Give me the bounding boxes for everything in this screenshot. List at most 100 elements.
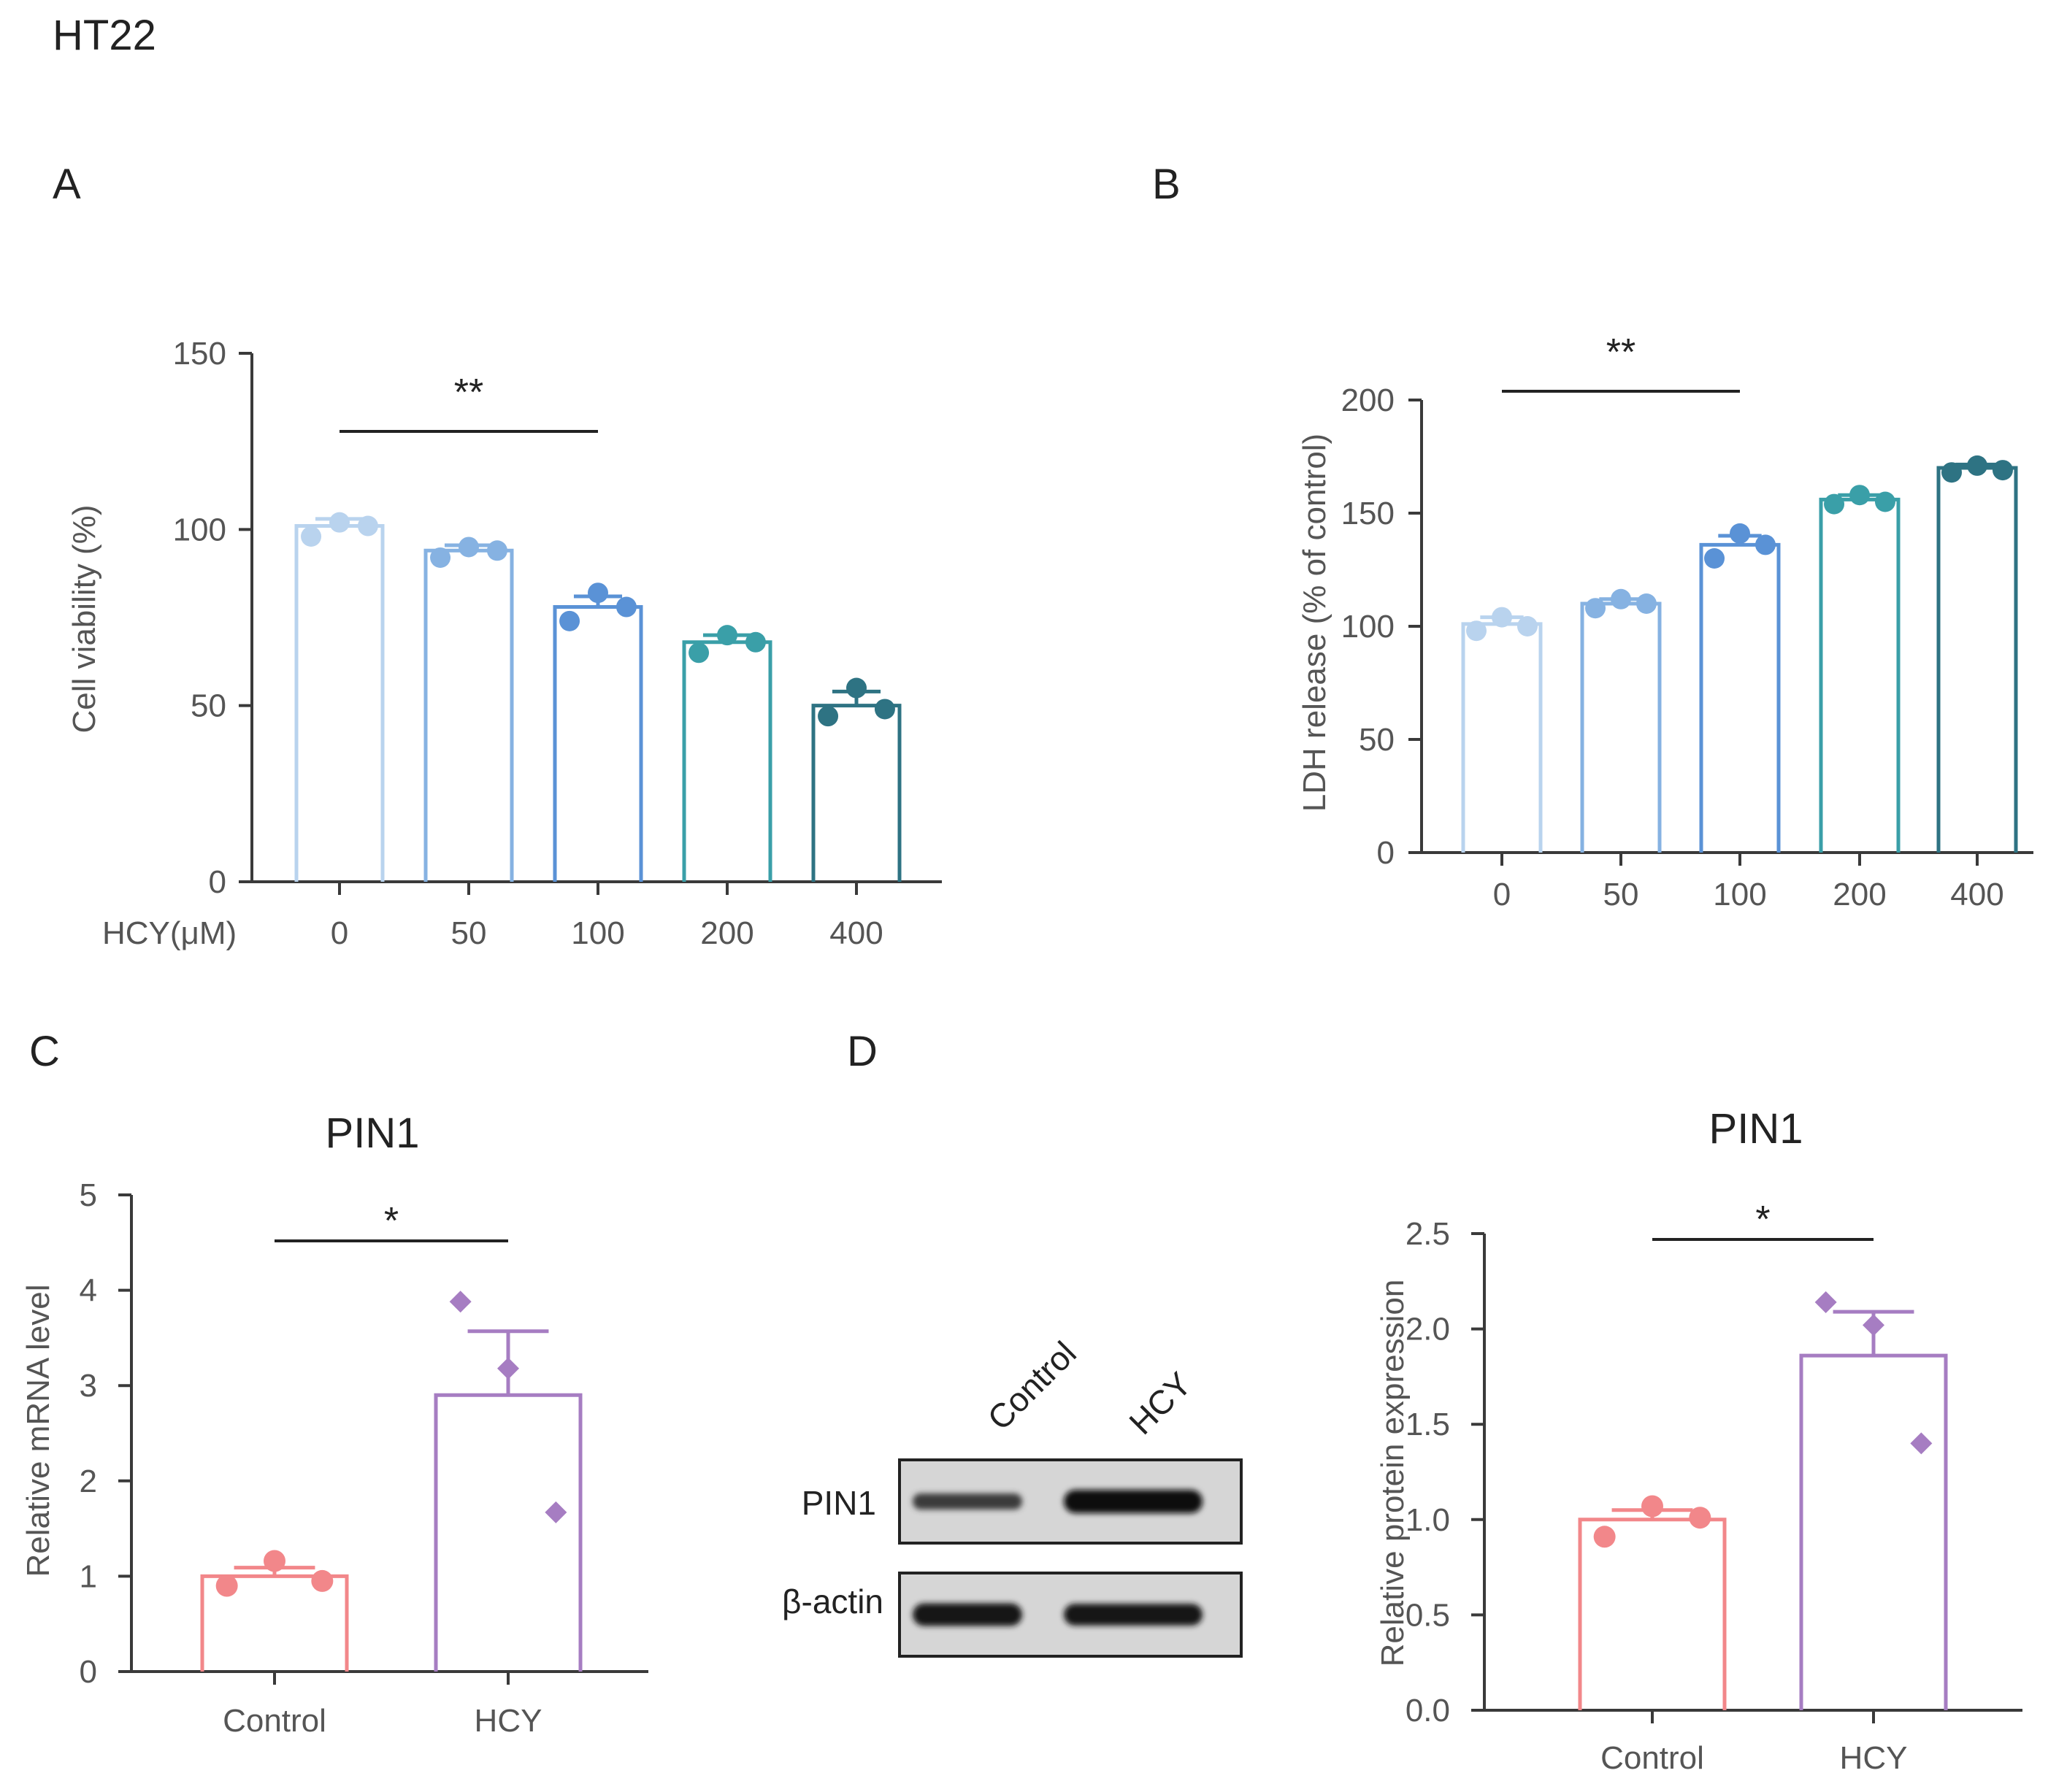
chart-a-point (874, 699, 895, 720)
chart-c-x-tick-label: HCY (475, 1703, 542, 1739)
chart-b-point (1824, 493, 1845, 515)
chart-d: 0.0 0.5 1.0 1.5 2.0 2.5 Control HCY * PIN1 Relat… (1375, 1105, 2022, 1776)
chart-c-y-axis-label: Relative mRNA level (20, 1284, 56, 1577)
chart-c-y-tick-label: 0 (80, 1654, 97, 1690)
chart-b-point (1992, 460, 2013, 481)
chart-b-bar-3 (1819, 497, 1901, 853)
chart-d-x-tick-label: Control (1600, 1740, 1704, 1776)
chart-c-y-tick-label: 4 (80, 1273, 97, 1309)
blot-band-actin-hcy (1064, 1604, 1203, 1626)
chart-d-y-tick-label: 2.0 (1406, 1312, 1450, 1347)
chart-b-point (1466, 620, 1487, 642)
blot-band-actin-control (913, 1603, 1022, 1626)
panel-c-letter: C (29, 1028, 60, 1075)
chart-b-y-tick-label: 0 (1377, 835, 1395, 871)
chart-b-point (1704, 548, 1725, 569)
chart-d-point (1689, 1507, 1711, 1529)
chart-d-significance-label: * (1755, 1199, 1770, 1241)
chart-c-y-tick-label: 5 (80, 1177, 97, 1213)
chart-d-y-tick-label: 0.5 (1406, 1597, 1450, 1633)
chart-a-point (459, 537, 479, 558)
chart-a-bar-3 (682, 640, 772, 882)
chart-a: 0 50 100 150 0 50 100 200 400 ** Cell viability (… (66, 336, 942, 951)
chart-c-point (264, 1550, 285, 1572)
chart-c-bar-1 (434, 1393, 583, 1672)
chart-b-point (1874, 491, 1895, 512)
chart-c-y-tick-label: 1 (80, 1558, 97, 1594)
chart-a-point (689, 642, 710, 664)
blot-lane-label-control: Control (980, 1334, 1084, 1437)
chart-b-point (1492, 607, 1512, 628)
chart-a-bar-4 (811, 704, 902, 882)
chart-d-bar-1 (1799, 1353, 1948, 1710)
chart-a-point (616, 596, 637, 618)
cell-line-title: HT22 (53, 12, 156, 59)
blot-lane-label-hcy: HCY (1121, 1365, 1198, 1442)
chart-a-marks: 0 50 100 150 0 50 100 200 400 ** (173, 336, 942, 951)
chart-a-point (486, 540, 507, 561)
chart-d-point (1863, 1314, 1884, 1337)
chart-b-x-tick-label: 400 (1950, 877, 2003, 912)
chart-a-bar-0 (294, 524, 385, 882)
chart-a-y-axis-label: Cell viability (%) (66, 505, 102, 734)
panel-a-letter: A (53, 161, 81, 208)
blot-row-label-actin: β-actin (782, 1583, 883, 1620)
chart-b-point (1516, 616, 1538, 637)
blot-row-label-pin1: PIN1 (802, 1484, 876, 1522)
chart-a-point (357, 515, 378, 537)
chart-a-x-tick-label: 200 (700, 915, 753, 951)
chart-a-point (846, 677, 867, 699)
chart-a-point (588, 582, 608, 604)
chart-b-bar-1 (1580, 601, 1662, 853)
chart-d-x-tick-label: HCY (1840, 1740, 1908, 1776)
chart-a-point (301, 526, 322, 547)
chart-d-point (1593, 1526, 1616, 1548)
blot-bands-pin1 (913, 1490, 1203, 1513)
chart-c-y-tick-label: 2 (80, 1464, 97, 1499)
chart-a-x-tick-label: 100 (571, 915, 624, 951)
chart-b-point (1941, 462, 1963, 483)
chart-d-y-tick-label: 0.0 (1406, 1693, 1450, 1728)
chart-b-y-tick-label: 200 (1341, 382, 1395, 418)
blot-band-pin1-control (913, 1493, 1022, 1510)
chart-a-bar-2 (553, 605, 643, 882)
chart-b-bar-4 (1936, 466, 2018, 853)
chart-b-point (1635, 593, 1657, 614)
chart-c-point (449, 1291, 472, 1313)
chart-c-point (311, 1569, 334, 1592)
chart-c-point (497, 1357, 519, 1380)
chart-a-y-tick-label: 0 (209, 864, 226, 900)
chart-a-point (717, 625, 737, 646)
chart-d-title: PIN1 (1709, 1105, 1803, 1153)
chart-d-point (1641, 1495, 1663, 1518)
chart-c-significance-label: * (384, 1200, 399, 1242)
chart-b-significance-label: ** (1606, 331, 1635, 374)
chart-d-y-axis-label: Relative protein expression (1375, 1280, 1411, 1667)
chart-a-point (559, 610, 580, 631)
chart-a-bar-1 (423, 548, 514, 882)
chart-a-x-tick-label: 0 (331, 915, 348, 951)
chart-d-y-tick-label: 1.0 (1406, 1502, 1450, 1538)
chart-c-point (545, 1501, 567, 1523)
chart-d-marks: 0.0 0.5 1.0 1.5 2.0 2.5 Control HCY * (1406, 1199, 2022, 1776)
chart-d-point (1814, 1291, 1837, 1314)
chart-b-point (1755, 534, 1776, 555)
chart-b: 0 50 100 150 200 0 50 100 200 400 ** LDH release (… (1297, 331, 2033, 912)
chart-a-point (818, 706, 839, 727)
chart-a-point (329, 512, 350, 533)
chart-b-bar-0 (1461, 622, 1543, 853)
chart-d-y-tick-label: 2.5 (1406, 1216, 1450, 1252)
chart-b-x-tick-label: 50 (1603, 877, 1639, 912)
chart-b-y-axis-label: LDH release (% of control) (1297, 434, 1332, 812)
chart-b-point (1730, 523, 1750, 544)
chart-b-y-tick-label: 100 (1341, 609, 1395, 645)
panel-b-letter: B (1152, 161, 1181, 208)
blot-band-pin1-hcy (1064, 1490, 1203, 1513)
chart-d-bar-0 (1578, 1518, 1727, 1710)
chart-b-marks: 0 50 100 150 200 0 50 100 200 400 ** (1341, 331, 2033, 912)
chart-a-y-tick-label: 50 (191, 688, 226, 724)
chart-a-point (430, 547, 451, 568)
chart-d-point (1910, 1432, 1933, 1455)
chart-a-x-tick-label: 50 (451, 915, 487, 951)
